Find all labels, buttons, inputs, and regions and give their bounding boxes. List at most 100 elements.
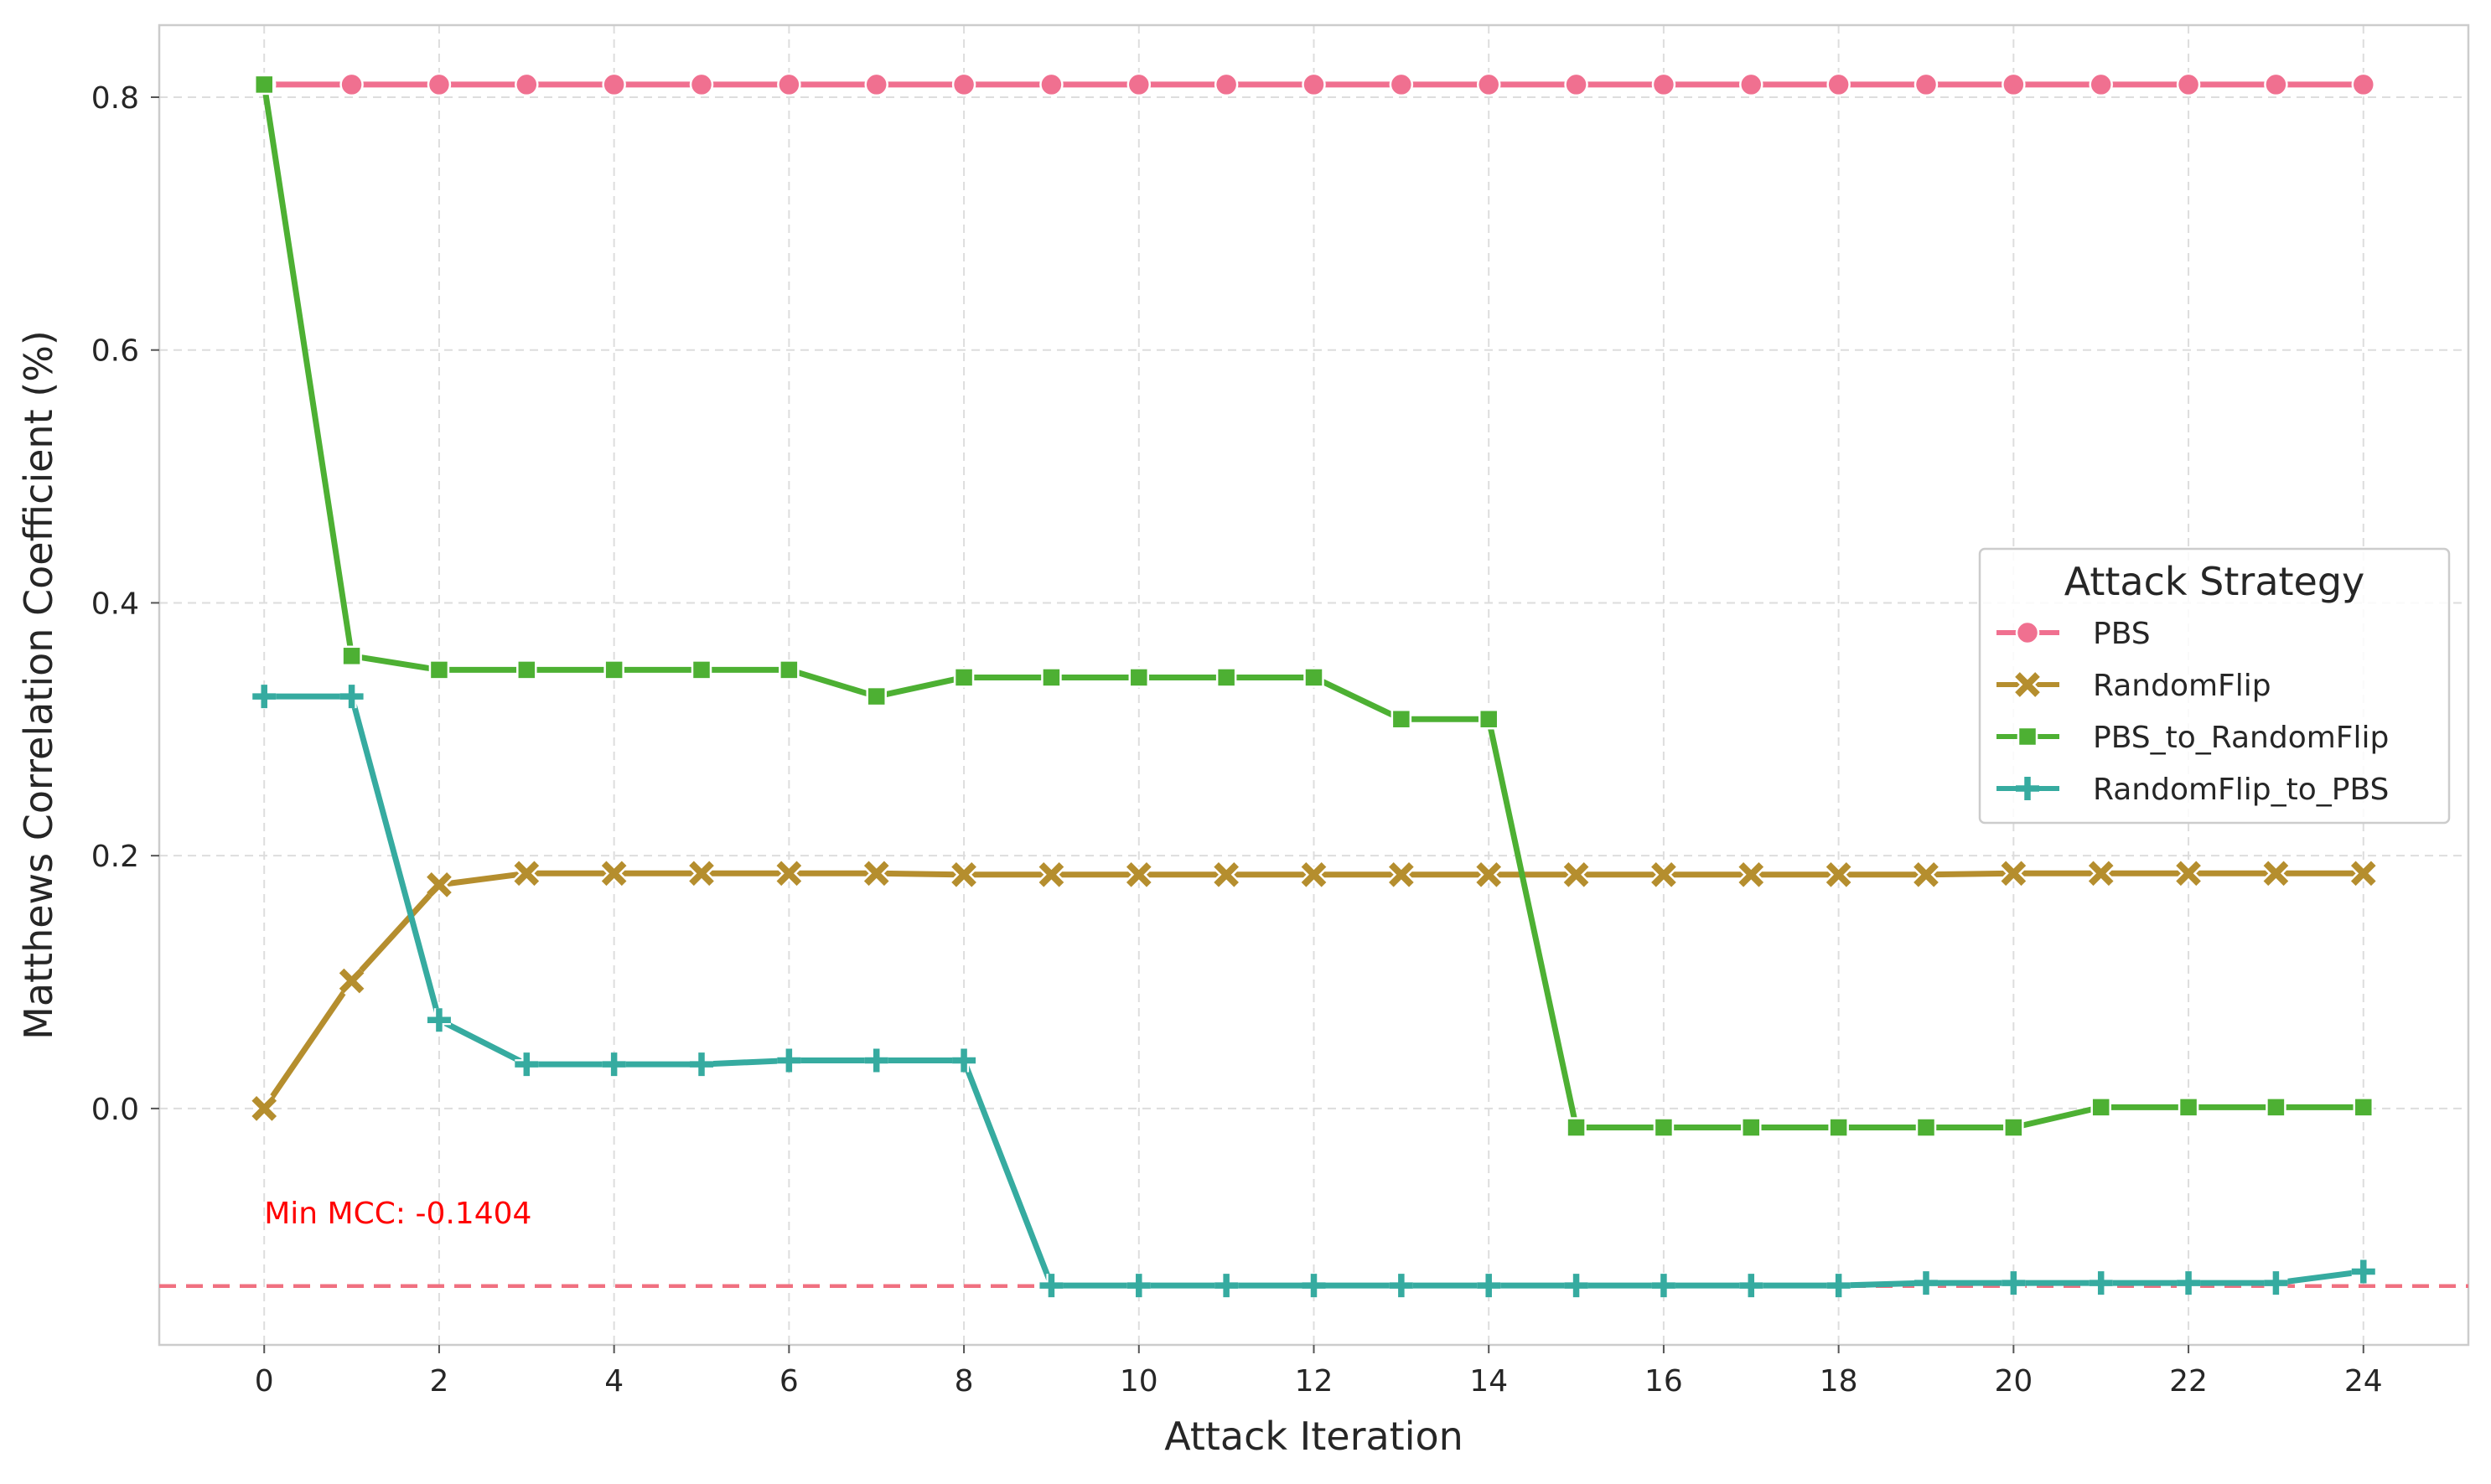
- series-pbs-to-randomflip: [253, 74, 2374, 1138]
- marker-cross: [1826, 861, 1851, 887]
- data-point-pbs: [1302, 72, 1326, 97]
- legend-marker: [2017, 726, 2038, 747]
- y-tick-label: 0.6: [91, 334, 139, 369]
- series-pbs: [251, 72, 2376, 97]
- data-point-randomflip-to-pbs: [777, 1048, 801, 1073]
- data-point-randomflip-to-pbs: [1126, 1274, 1151, 1298]
- legend-item-pbs-to-randomflip: PBS_to_RandomFlip: [1996, 721, 2389, 755]
- legend-label-pbs: PBS: [2093, 617, 2151, 651]
- data-point-randomflip: [600, 859, 629, 887]
- data-point-pbs: [2351, 72, 2376, 97]
- data-point-randomflip: [862, 859, 891, 887]
- marker-cross: [1738, 861, 1764, 887]
- marker-plus: [1302, 1274, 1326, 1298]
- x-tick-label: 18: [1820, 1364, 1858, 1399]
- legend-box: [1978, 547, 2451, 825]
- min-mcc-annotation: Min MCC: -0.1404: [264, 1197, 531, 1231]
- marker-cross: [776, 861, 802, 887]
- data-point-randomflip-to-pbs: [1826, 1274, 1851, 1298]
- marker-cross: [2088, 861, 2114, 887]
- marker-plus: [1739, 1274, 1763, 1298]
- x-tick-label: 16: [1644, 1364, 1683, 1399]
- legend-marker: [2016, 777, 2039, 800]
- data-point-pbs-to-randomflip: [1391, 708, 1412, 730]
- legend: Attack Strategy PBS RandomFlip PBS_to_Rand…: [1978, 547, 2451, 825]
- data-point-pbs-to-randomflip: [603, 659, 624, 680]
- data-point-randomflip-to-pbs: [2177, 1271, 2201, 1295]
- marker-cross: [1563, 861, 1589, 887]
- y-tick-label: 0.4: [91, 587, 139, 621]
- data-point-pbs: [2176, 72, 2201, 97]
- data-point-randomflip: [687, 859, 716, 887]
- data-point-pbs: [1651, 72, 1676, 97]
- data-point-pbs-to-randomflip: [1653, 1117, 1675, 1138]
- data-point-pbs: [1039, 72, 1064, 97]
- data-point-pbs: [2002, 72, 2026, 97]
- marker-plus: [952, 1048, 976, 1073]
- data-point-randomflip: [1737, 861, 1765, 889]
- x-tick-label: 2: [429, 1364, 448, 1399]
- marker-plus: [1564, 1274, 1588, 1298]
- data-point-randomflip-to-pbs: [864, 1048, 888, 1073]
- legend-label-pbs-to-randomflip: PBS_to_RandomFlip: [2093, 721, 2389, 755]
- data-point-randomflip: [1125, 861, 1153, 889]
- data-point-randomflip: [1212, 861, 1240, 889]
- marker-cross: [689, 861, 714, 887]
- marker-plus: [1651, 1274, 1675, 1298]
- data-point-randomflip-to-pbs: [2089, 1271, 2113, 1295]
- marker-plus: [2177, 1271, 2201, 1295]
- data-point-randomflip: [1387, 861, 1416, 889]
- data-point-randomflip-to-pbs: [1039, 1274, 1064, 1298]
- marker-plus: [777, 1048, 801, 1073]
- series-randomflip-to-pbs: [252, 685, 2375, 1298]
- data-point-randomflip: [2087, 859, 2116, 887]
- marker-plus: [427, 1008, 451, 1032]
- data-point-randomflip-to-pbs: [690, 1052, 714, 1077]
- marker-cross: [2263, 861, 2289, 887]
- marker-plus: [515, 1052, 539, 1077]
- data-point-randomflip-to-pbs: [2264, 1271, 2288, 1295]
- legend-item-pbs: PBS: [1996, 617, 2151, 651]
- marker-plus: [1039, 1274, 1064, 1298]
- data-point-randomflip: [425, 871, 453, 899]
- legend-items: PBS RandomFlip PBS_to_RandomFlip RandomFlip…: [1996, 617, 2389, 807]
- data-point-pbs: [427, 72, 452, 97]
- marker-cross: [1914, 861, 1939, 887]
- data-point-pbs: [1564, 72, 1588, 97]
- data-point-randomflip-to-pbs: [2351, 1259, 2375, 1284]
- x-tick-label: 24: [2344, 1364, 2383, 1399]
- data-point-pbs: [602, 72, 626, 97]
- x-tick-label: 14: [1469, 1364, 1508, 1399]
- data-point-pbs: [1826, 72, 1851, 97]
- data-point-randomflip-to-pbs: [1214, 1274, 1239, 1298]
- legend-label-randomflip-to-pbs: RandomFlip_to_PBS: [2093, 773, 2389, 807]
- y-tick-label: 0.0: [91, 1093, 139, 1127]
- data-point-pbs-to-randomflip: [341, 645, 362, 667]
- y-axis-ticks: 0.0 0.2 0.4 0.6 0.8: [91, 81, 159, 1127]
- data-point-pbs: [1914, 72, 1939, 97]
- data-point-randomflip-to-pbs: [1651, 1274, 1675, 1298]
- marker-plus: [864, 1048, 888, 1073]
- data-point-pbs-to-randomflip: [516, 659, 537, 680]
- x-tick-label: 22: [2169, 1364, 2208, 1399]
- data-point-pbs: [777, 72, 801, 97]
- marker-cross: [1214, 861, 1239, 887]
- marker-cross: [1476, 861, 1502, 887]
- data-point-randomflip-to-pbs: [1302, 1274, 1326, 1298]
- data-point-pbs-to-randomflip: [2003, 1117, 2024, 1138]
- x-tick-label: 20: [1994, 1364, 2033, 1399]
- x-tick-label: 6: [779, 1364, 799, 1399]
- data-point-pbs-to-randomflip: [1828, 1117, 1849, 1138]
- marker-plus: [2002, 1271, 2026, 1295]
- data-point-pbs: [864, 72, 888, 97]
- data-point-randomflip-to-pbs: [427, 1008, 451, 1032]
- legend-marker: [2013, 670, 2042, 699]
- data-point-pbs: [689, 72, 714, 97]
- y-tick-label: 0.8: [91, 81, 139, 116]
- data-point-pbs-to-randomflip: [1741, 1117, 1762, 1138]
- data-point-randomflip: [2349, 859, 2378, 887]
- data-point-randomflip-to-pbs: [515, 1052, 539, 1077]
- marker-plus: [2264, 1271, 2288, 1295]
- data-point-pbs-to-randomflip: [1915, 1117, 1937, 1138]
